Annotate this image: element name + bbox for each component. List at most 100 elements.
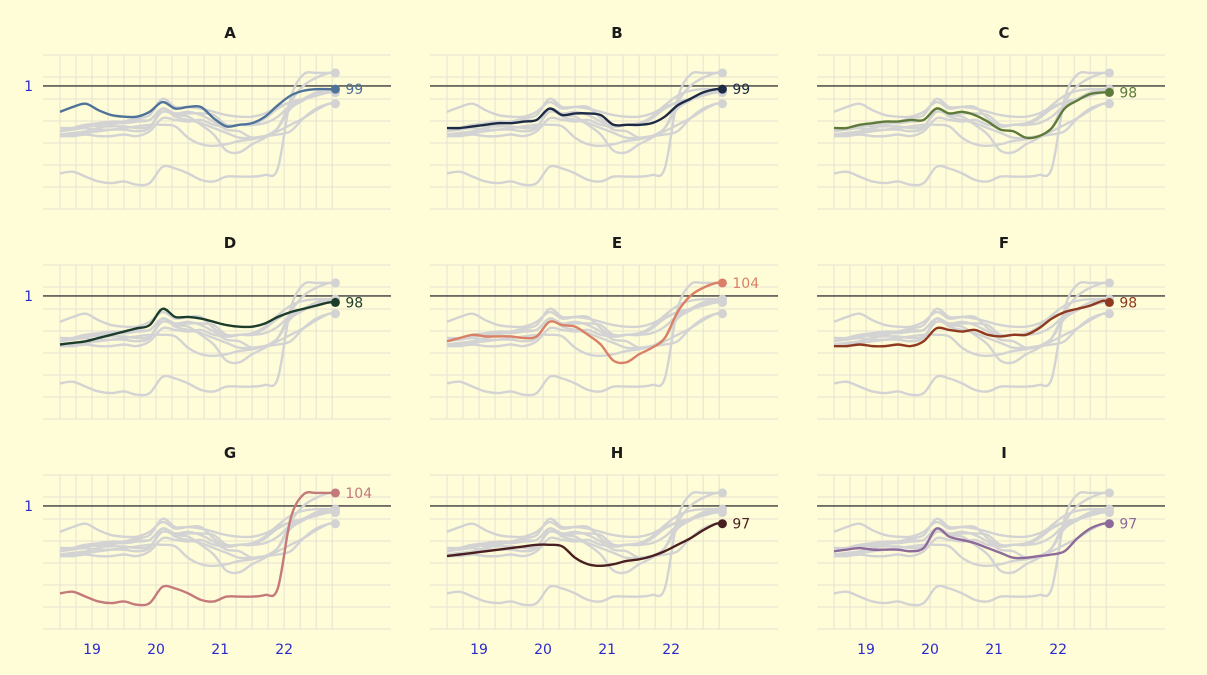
panel-a: 1 A 99 (24, 24, 391, 210)
x-tick-label: 21 (211, 642, 229, 658)
background-series-line (446, 87, 723, 128)
y-tick-label: 1 (24, 79, 33, 95)
background-series-line (59, 91, 336, 140)
background-series-line (833, 102, 1110, 140)
background-series-line (833, 87, 1110, 130)
series-end-label: 99 (732, 82, 750, 98)
background-series-line (446, 71, 723, 187)
background-series-line (833, 89, 1110, 138)
background-series-line (59, 281, 336, 397)
background-series-line (446, 89, 723, 138)
background-series-line (59, 301, 336, 350)
series-endpoint-a (330, 84, 340, 94)
x-tick-label: 22 (662, 642, 680, 658)
series-end-label: 99 (345, 82, 363, 98)
background-series-line (59, 509, 336, 558)
series-line-c (833, 91, 1110, 140)
background-series-endpoint (330, 99, 340, 109)
background-series-line (833, 71, 1110, 155)
series-endpoint-g (330, 488, 340, 498)
background-series-endpoint (717, 507, 727, 517)
series-line-f (833, 299, 1110, 348)
background-series-line (833, 509, 1110, 558)
x-tick-label: 19 (83, 642, 101, 658)
series-line-b (446, 87, 723, 130)
panel-b: B 99 (430, 24, 778, 210)
panel-title: C (998, 24, 1009, 42)
background-series-endpoint (1104, 99, 1114, 109)
panel-d: 1 D 98 (24, 234, 391, 420)
background-series-line (446, 297, 723, 338)
background-series-line (59, 491, 336, 575)
series-line-d (59, 300, 336, 346)
panel-c: C 98 (817, 24, 1165, 210)
background-series-endpoint (330, 278, 340, 288)
background-series-line (833, 281, 1110, 365)
background-series-line (59, 297, 336, 338)
background-series-endpoint (717, 297, 727, 307)
background-series-line (833, 297, 1110, 340)
series-endpoint-d (330, 297, 340, 307)
background-series-line (446, 71, 723, 155)
background-series-line (59, 507, 336, 548)
panel-title: A (224, 24, 236, 42)
background-series-line (446, 102, 723, 140)
panel-title: B (611, 24, 622, 42)
background-series-endpoint (717, 309, 727, 319)
background-series-line (833, 511, 1110, 560)
series-line-e (446, 281, 723, 365)
panel-title: I (1001, 444, 1007, 462)
x-tick-label: 22 (275, 642, 293, 658)
series-end-label: 97 (732, 517, 750, 533)
series-endpoint-h (717, 519, 727, 529)
panel-h: H 97 19 20 21 22 (430, 444, 778, 658)
series-endpoint-i (1104, 519, 1114, 529)
background-series-line (833, 71, 1110, 187)
x-tick-label: 20 (921, 642, 939, 658)
series-line-i (833, 522, 1110, 560)
series-line-h (446, 522, 723, 568)
background-series-endpoint (1104, 309, 1114, 319)
background-series-line (833, 87, 1110, 128)
background-series-line (59, 89, 336, 138)
x-tick-label: 21 (598, 642, 616, 658)
background-series-line (446, 91, 723, 140)
x-tick-label: 20 (147, 642, 165, 658)
background-series-line (833, 491, 1110, 607)
background-series-line (833, 281, 1110, 397)
series-end-label: 97 (1119, 517, 1137, 533)
background-series-line (59, 102, 336, 140)
series-line-a (59, 87, 336, 128)
background-series-line (833, 297, 1110, 338)
background-series-endpoint (330, 507, 340, 517)
background-series-line (446, 511, 723, 560)
x-tick-label: 19 (857, 642, 875, 658)
x-tick-label: 21 (985, 642, 1003, 658)
background-series-line (59, 507, 336, 550)
background-series-line (446, 299, 723, 348)
panel-title: D (224, 234, 236, 252)
background-series-line (446, 301, 723, 350)
background-series-line (833, 312, 1110, 350)
background-series-line (59, 297, 336, 340)
background-series-line (446, 281, 723, 397)
background-series-endpoint (1104, 278, 1114, 288)
background-series-line (833, 301, 1110, 350)
background-series-line (446, 491, 723, 607)
series-endpoint-b (717, 84, 727, 94)
background-series-line (59, 511, 336, 560)
x-tick-label: 20 (534, 642, 552, 658)
y-tick-label: 1 (24, 499, 33, 515)
background-series-line (833, 491, 1110, 575)
series-endpoint-f (1104, 297, 1114, 307)
y-tick-label: 1 (24, 289, 33, 305)
panel-e: E 104 (430, 234, 778, 420)
background-series-line (446, 491, 723, 575)
series-end-label: 98 (1119, 85, 1137, 101)
background-series-line (833, 507, 1110, 550)
background-series-endpoint (1104, 68, 1114, 78)
series-end-label: 104 (732, 276, 759, 292)
background-series-endpoint (717, 488, 727, 498)
background-series-line (446, 297, 723, 340)
